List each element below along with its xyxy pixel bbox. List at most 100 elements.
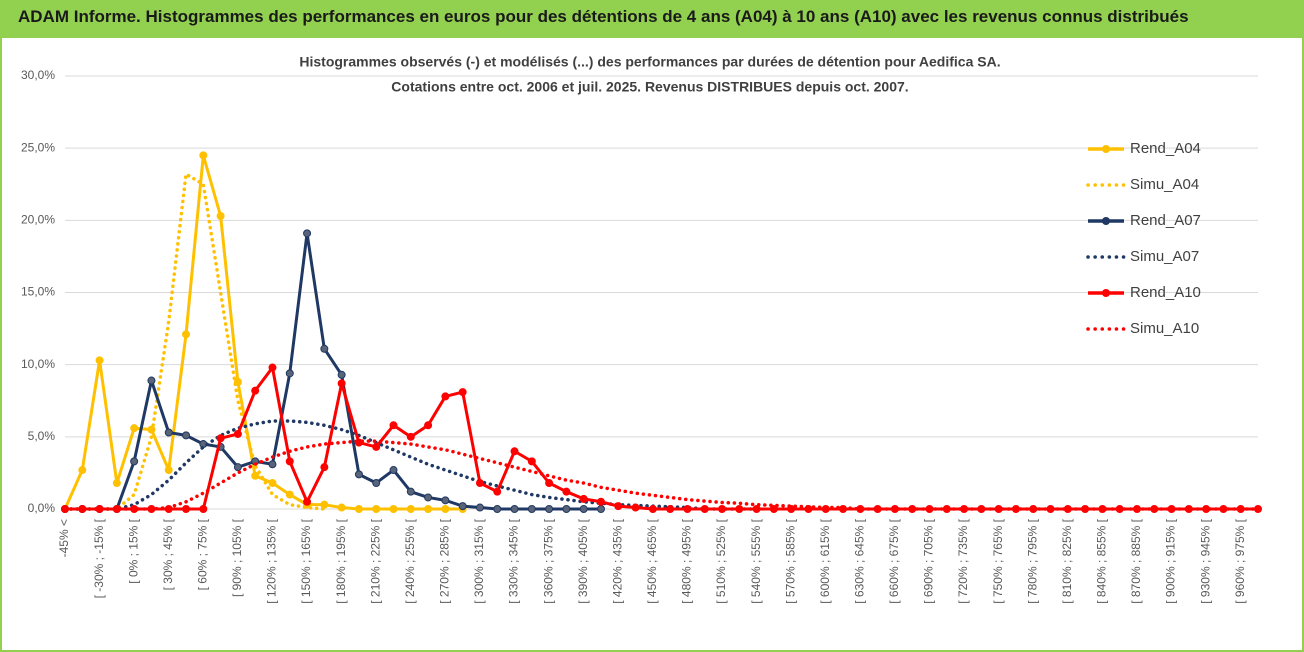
- y-tick-label: 30,0%: [21, 68, 55, 82]
- x-tick-label: [ 810% ; 825% [: [1060, 518, 1074, 603]
- chart-title: Histogrammes observés (-) et modélisés (…: [299, 54, 1000, 70]
- x-tick-label: [ 840% ; 855% [: [1095, 518, 1109, 603]
- data-point: [683, 505, 692, 513]
- y-tick-label: 0,0%: [28, 501, 56, 515]
- x-tick-label: [ 120% ; 135% [: [265, 518, 279, 603]
- series-line: [63, 439, 1260, 511]
- data-point: [337, 379, 346, 388]
- data-point: [233, 463, 242, 472]
- data-point: [1254, 505, 1262, 513]
- x-tick-label: [ 960% ; 975% [: [1233, 518, 1247, 603]
- x-tick-label: [ 330% ; 345% [: [507, 518, 521, 603]
- x-tick-label: [ 930% ; 945% [: [1198, 518, 1212, 603]
- data-point: [475, 503, 484, 512]
- chart-border: [0, 36, 1304, 652]
- data-point: [112, 479, 121, 488]
- data-point: [493, 487, 502, 496]
- data-point: [199, 151, 208, 160]
- x-tick-label: [ -30% ; -15% [: [92, 518, 106, 598]
- data-point: [424, 421, 433, 430]
- data-point: [216, 212, 225, 221]
- x-tick-label: [ 570% ; 585% [: [783, 518, 797, 603]
- legend-label: Simu_A07: [1130, 248, 1199, 265]
- y-tick-label: 5,0%: [28, 429, 56, 443]
- data-point: [596, 505, 605, 513]
- data-point: [718, 505, 727, 513]
- chart: Histogrammes observés (-) et modélisés (…: [0, 36, 1304, 652]
- x-tick-label: [ 510% ; 525% [: [714, 518, 728, 603]
- y-tick-label: 15,0%: [21, 285, 55, 299]
- x-tick-label: [ 240% ; 255% [: [403, 518, 417, 603]
- y-tick-label: 10,0%: [21, 357, 55, 371]
- legend-marker: [1102, 289, 1110, 297]
- data-point: [78, 466, 87, 475]
- data-point: [233, 429, 242, 438]
- data-point: [130, 457, 139, 466]
- data-point: [406, 505, 415, 513]
- x-tick-label: [ 450% ; 465% [: [645, 518, 659, 603]
- x-tick-label: [ 630% ; 645% [: [853, 518, 867, 603]
- data-point: [320, 344, 329, 353]
- data-point: [458, 388, 467, 397]
- data-point: [769, 505, 778, 513]
- x-tick-label: [ 900% ; 915% [: [1164, 518, 1178, 603]
- data-point: [216, 434, 225, 443]
- x-tick-label: [ 780% ; 795% [: [1025, 518, 1039, 603]
- data-point: [441, 496, 450, 505]
- data-point: [354, 505, 363, 513]
- x-tick-label: [ 420% ; 435% [: [610, 518, 624, 603]
- x-tick-label: [ 480% ; 495% [: [680, 518, 694, 603]
- x-tick-label: [ 270% ; 285% [: [438, 518, 452, 603]
- data-point: [527, 505, 536, 513]
- series-line: [63, 172, 327, 511]
- data-point: [648, 505, 657, 513]
- legend-label: Rend_A07: [1130, 212, 1201, 229]
- data-point: [666, 505, 675, 513]
- y-tick-label: 25,0%: [21, 140, 55, 154]
- y-tick-label: 20,0%: [21, 213, 55, 227]
- data-point: [424, 493, 433, 502]
- data-point: [510, 505, 519, 513]
- data-point: [372, 505, 381, 513]
- data-point: [614, 502, 623, 511]
- data-point: [545, 479, 554, 488]
- data-point: [199, 505, 208, 513]
- data-point: [700, 505, 709, 513]
- data-point: [752, 505, 761, 513]
- data-point: [579, 505, 588, 513]
- x-tick-label: [ 750% ; 765% [: [991, 518, 1005, 603]
- data-point: [441, 392, 450, 401]
- legend-label: Simu_A04: [1130, 176, 1199, 193]
- chart-subtitle: Cotations entre oct. 2006 et juil. 2025.…: [391, 79, 908, 95]
- x-tick-label: [ 150% ; 165% [: [299, 518, 313, 603]
- data-point: [182, 330, 191, 339]
- data-point: [493, 505, 502, 513]
- data-point: [735, 505, 744, 513]
- legend-marker: [1102, 145, 1110, 153]
- data-point: [320, 500, 329, 509]
- data-point: [268, 479, 277, 488]
- x-tick-label: [ 90% ; 105% [: [230, 518, 244, 597]
- data-point: [389, 466, 398, 475]
- data-point: [268, 363, 277, 372]
- data-point: [389, 505, 398, 513]
- data-point: [285, 369, 294, 378]
- x-tick-label: [ 720% ; 735% [: [956, 518, 970, 603]
- data-point: [337, 370, 346, 379]
- data-point: [164, 428, 173, 437]
- x-tick-label: [ 600% ; 615% [: [818, 518, 832, 603]
- data-point: [596, 497, 605, 506]
- series-line: [63, 419, 759, 511]
- data-point: [303, 229, 312, 238]
- data-point: [268, 460, 277, 469]
- series-line: [63, 153, 463, 511]
- series-line: [65, 231, 601, 511]
- x-tick-label: [ 210% ; 225% [: [368, 518, 382, 603]
- x-tick-label: [ 870% ; 885% [: [1129, 518, 1143, 603]
- series-line: [65, 366, 1258, 511]
- data-point: [545, 505, 554, 513]
- legend-marker: [1102, 217, 1110, 225]
- x-tick-label: [ 30% ; 45% [: [161, 518, 175, 590]
- data-point: [527, 457, 536, 466]
- data-point: [424, 505, 433, 513]
